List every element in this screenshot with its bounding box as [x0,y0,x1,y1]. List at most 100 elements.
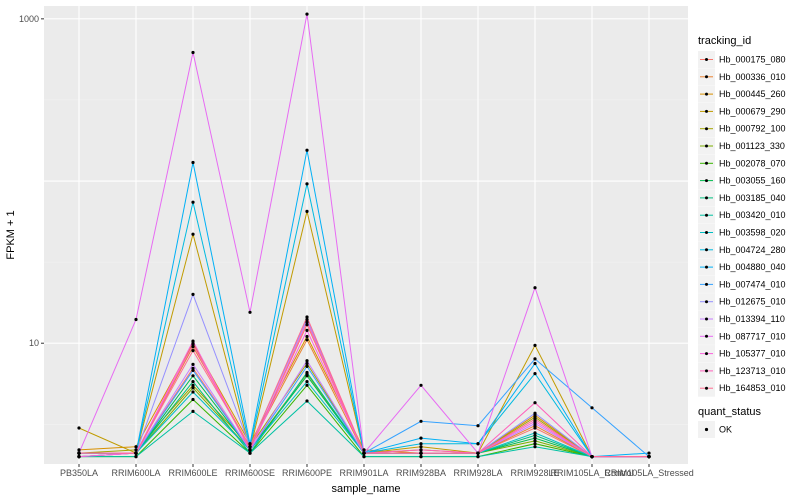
data-point [191,339,195,343]
legend-label: Hb_004724_280 [719,245,786,255]
data-point [134,445,138,449]
data-point [191,362,195,366]
data-point [419,419,423,423]
x-tick-label: RRIM600LE [168,468,217,478]
legend-key-point [705,300,708,304]
legend-label: Hb_001123_330 [719,141,785,151]
data-point [248,445,252,449]
legend-label: Hb_087717_010 [719,331,786,341]
data-point [191,232,195,236]
legend-item: Hb_123713_010 [698,362,786,380]
legend-key-point [705,58,708,61]
legend-key-point [705,179,708,183]
data-point [476,442,480,446]
data-point [305,334,309,339]
shape-legend-item: OK [698,421,732,438]
data-point [533,286,537,290]
data-point [305,209,309,213]
legend-key-point [705,265,708,269]
legend-key-point [705,282,708,286]
data-point [305,380,309,384]
x-tick-label: RRIM105LA_Stressed [604,468,694,478]
legend-key-point [705,334,708,338]
data-point [362,451,366,455]
data-point [191,380,195,384]
data-point [362,448,366,452]
shape-legend: quant_status OK [698,406,761,438]
data-point [419,436,423,440]
legend-item: Hb_000679_290 [698,102,786,120]
data-point [476,455,480,459]
data-point [533,431,537,435]
y-tick-label: 10 [29,338,39,348]
x-tick-label: RRIM600SE [225,468,275,478]
data-point [305,323,309,327]
data-point [248,310,252,314]
legend-item: Hb_164853_010 [698,379,786,397]
shape-legend-key-point [704,427,709,432]
legend-item: Hb_105377_010 [698,345,786,363]
data-point [305,374,309,378]
x-axis-title: sample_name [331,483,400,495]
data-point [533,357,537,361]
data-point [248,448,252,452]
data-point [533,433,537,437]
data-point [134,448,138,452]
data-point [419,383,423,387]
data-point [305,359,309,363]
data-point [533,436,537,440]
legend-label: Hb_000679_290 [719,106,786,116]
data-point [533,372,537,376]
legend-item: Hb_000792_100 [698,120,786,138]
data-point [305,317,309,322]
legend-label: Hb_000175_080 [719,55,786,65]
data-point [191,368,195,372]
legend-item: Hb_003420_010 [698,206,786,224]
color-legend-title: tracking_id [698,35,751,47]
y-axis-title: FPKM + 1 [5,210,17,259]
data-point [533,411,537,415]
y-axis-ticks: 10 1000 [19,14,44,348]
x-tick-label: RRIM928BA [396,468,446,478]
data-point [77,448,81,452]
legend-label: Hb_003598_020 [719,228,786,238]
data-point [533,361,537,366]
x-tick-label: RRIM600LA [111,468,160,478]
grid-lines [44,6,688,464]
legend-item: Hb_007474_010 [698,275,786,293]
legend-key-point [705,213,708,217]
plot-panel [44,6,688,464]
legend-key-point [705,369,708,373]
data-point [248,442,252,446]
data-point [191,409,195,413]
data-point [134,455,138,459]
legend-key-point [705,75,708,79]
data-point [419,442,423,446]
x-tick-label: RRIM928LE [510,468,559,478]
x-tick-label: RRIM105LA_Control [550,468,633,478]
legend-key-point [705,144,708,148]
legend-item: Hb_003185_040 [698,189,786,207]
data-point [533,424,537,428]
legend-item: Hb_003055_160 [698,172,786,190]
data-point [191,50,195,55]
legend-label: Hb_002078_070 [719,158,786,168]
data-point [647,455,651,459]
legend-item: Hb_000336_010 [698,68,786,86]
data-point [191,200,195,204]
legend-key-point [705,196,708,200]
data-point [533,426,537,430]
legend-item: Hb_087717_010 [698,327,786,345]
data-point [533,401,537,405]
legend-label: Hb_164853_010 [719,383,786,393]
legend-label: Hb_003055_160 [719,176,786,186]
legend-item: Hb_013394_110 [698,310,785,328]
legend-item: Hb_001123_330 [698,137,785,155]
legend-item: Hb_000445_260 [698,85,786,103]
data-points [77,12,651,459]
data-point [419,445,423,449]
data-point [305,315,309,319]
x-tick-label: RRIM928LA [453,468,502,478]
shape-legend-items: OK [698,421,732,438]
